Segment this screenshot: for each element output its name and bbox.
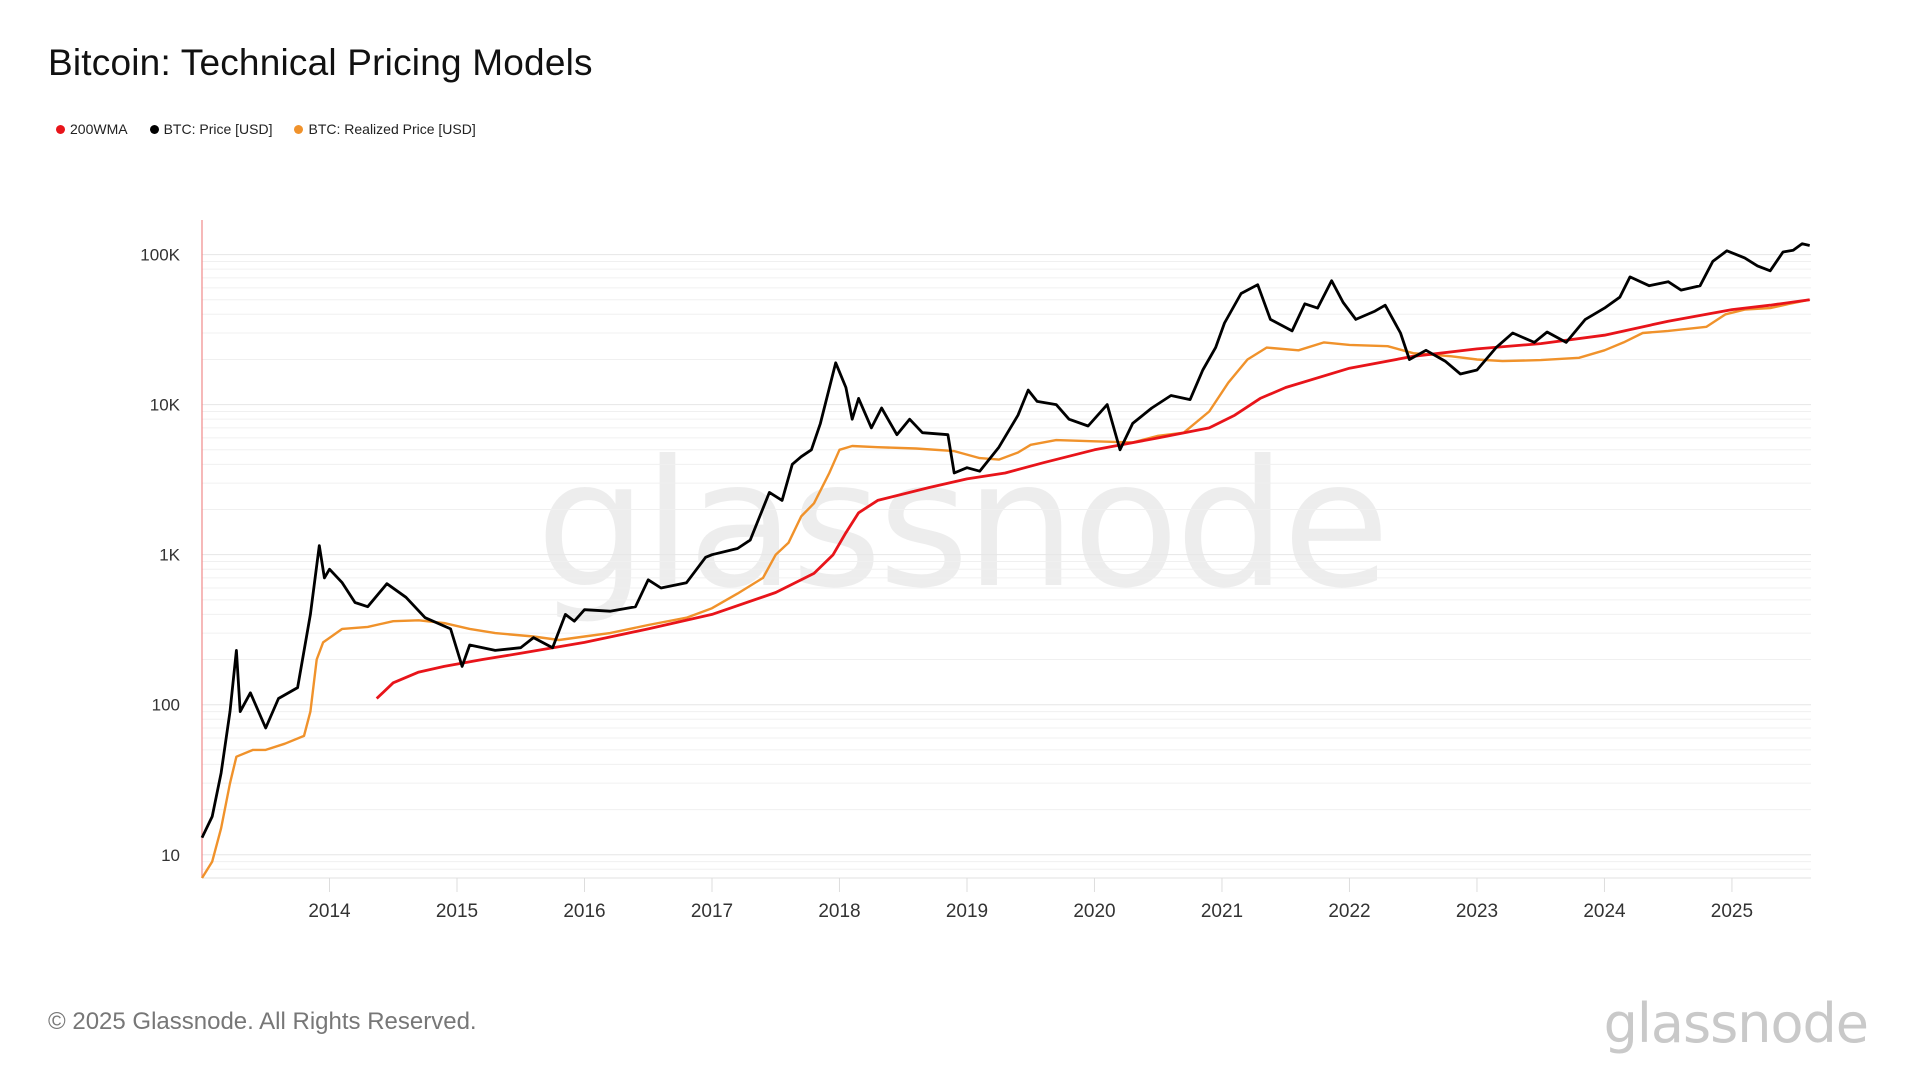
legend: 200WMA BTC: Price [USD] BTC: Realized Pr…	[56, 121, 476, 137]
legend-dot-realized-price	[294, 124, 304, 134]
x-tick-label: 2020	[1073, 901, 1115, 922]
x-tick-label: 2015	[436, 901, 478, 922]
y-tick-label: 100K	[140, 246, 180, 265]
x-tick-label: 2025	[1711, 901, 1753, 922]
x-tick-label: 2023	[1456, 901, 1498, 922]
chart-title: Bitcoin: Technical Pricing Models	[48, 42, 593, 83]
y-tick-label: 10K	[150, 396, 181, 415]
legend-label: 200WMA	[70, 121, 128, 137]
legend-label: BTC: Price [USD]	[163, 121, 273, 137]
y-tick-label: 10	[161, 846, 180, 865]
x-tick-label: 2024	[1583, 901, 1626, 922]
legend-item-price[interactable]: BTC: Price [USD]	[149, 121, 273, 137]
series-line-btc-realized-price-usd	[200, 298, 1810, 879]
x-tick-label: 2019	[946, 901, 988, 922]
x-tick-label: 2018	[818, 901, 860, 922]
legend-item-200wma[interactable]: 200WMA	[56, 121, 128, 137]
legend-dot-price	[149, 124, 159, 134]
glassnode-logo: glassnode	[1603, 992, 1869, 1055]
watermark: glassnode	[536, 424, 1386, 627]
legend-item-realized-price[interactable]: BTC: Realized Price [USD]	[294, 121, 476, 137]
x-tick-label: 2016	[563, 901, 605, 922]
y-tick-label: 100	[152, 696, 180, 715]
x-tick-label: 2014	[308, 901, 351, 922]
x-tick-label: 2017	[691, 901, 733, 922]
legend-dot-200wma	[56, 124, 65, 134]
y-tick-label: 1K	[159, 546, 180, 565]
x-tick-label: 2021	[1201, 901, 1243, 922]
series-line-btc-price-usd	[200, 242, 1811, 839]
x-tick-label: 2022	[1328, 901, 1370, 922]
legend-label: BTC: Realized Price [USD]	[308, 121, 476, 137]
copyright-footer: © 2025 Glassnode. All Rights Reserved.	[48, 1008, 477, 1035]
